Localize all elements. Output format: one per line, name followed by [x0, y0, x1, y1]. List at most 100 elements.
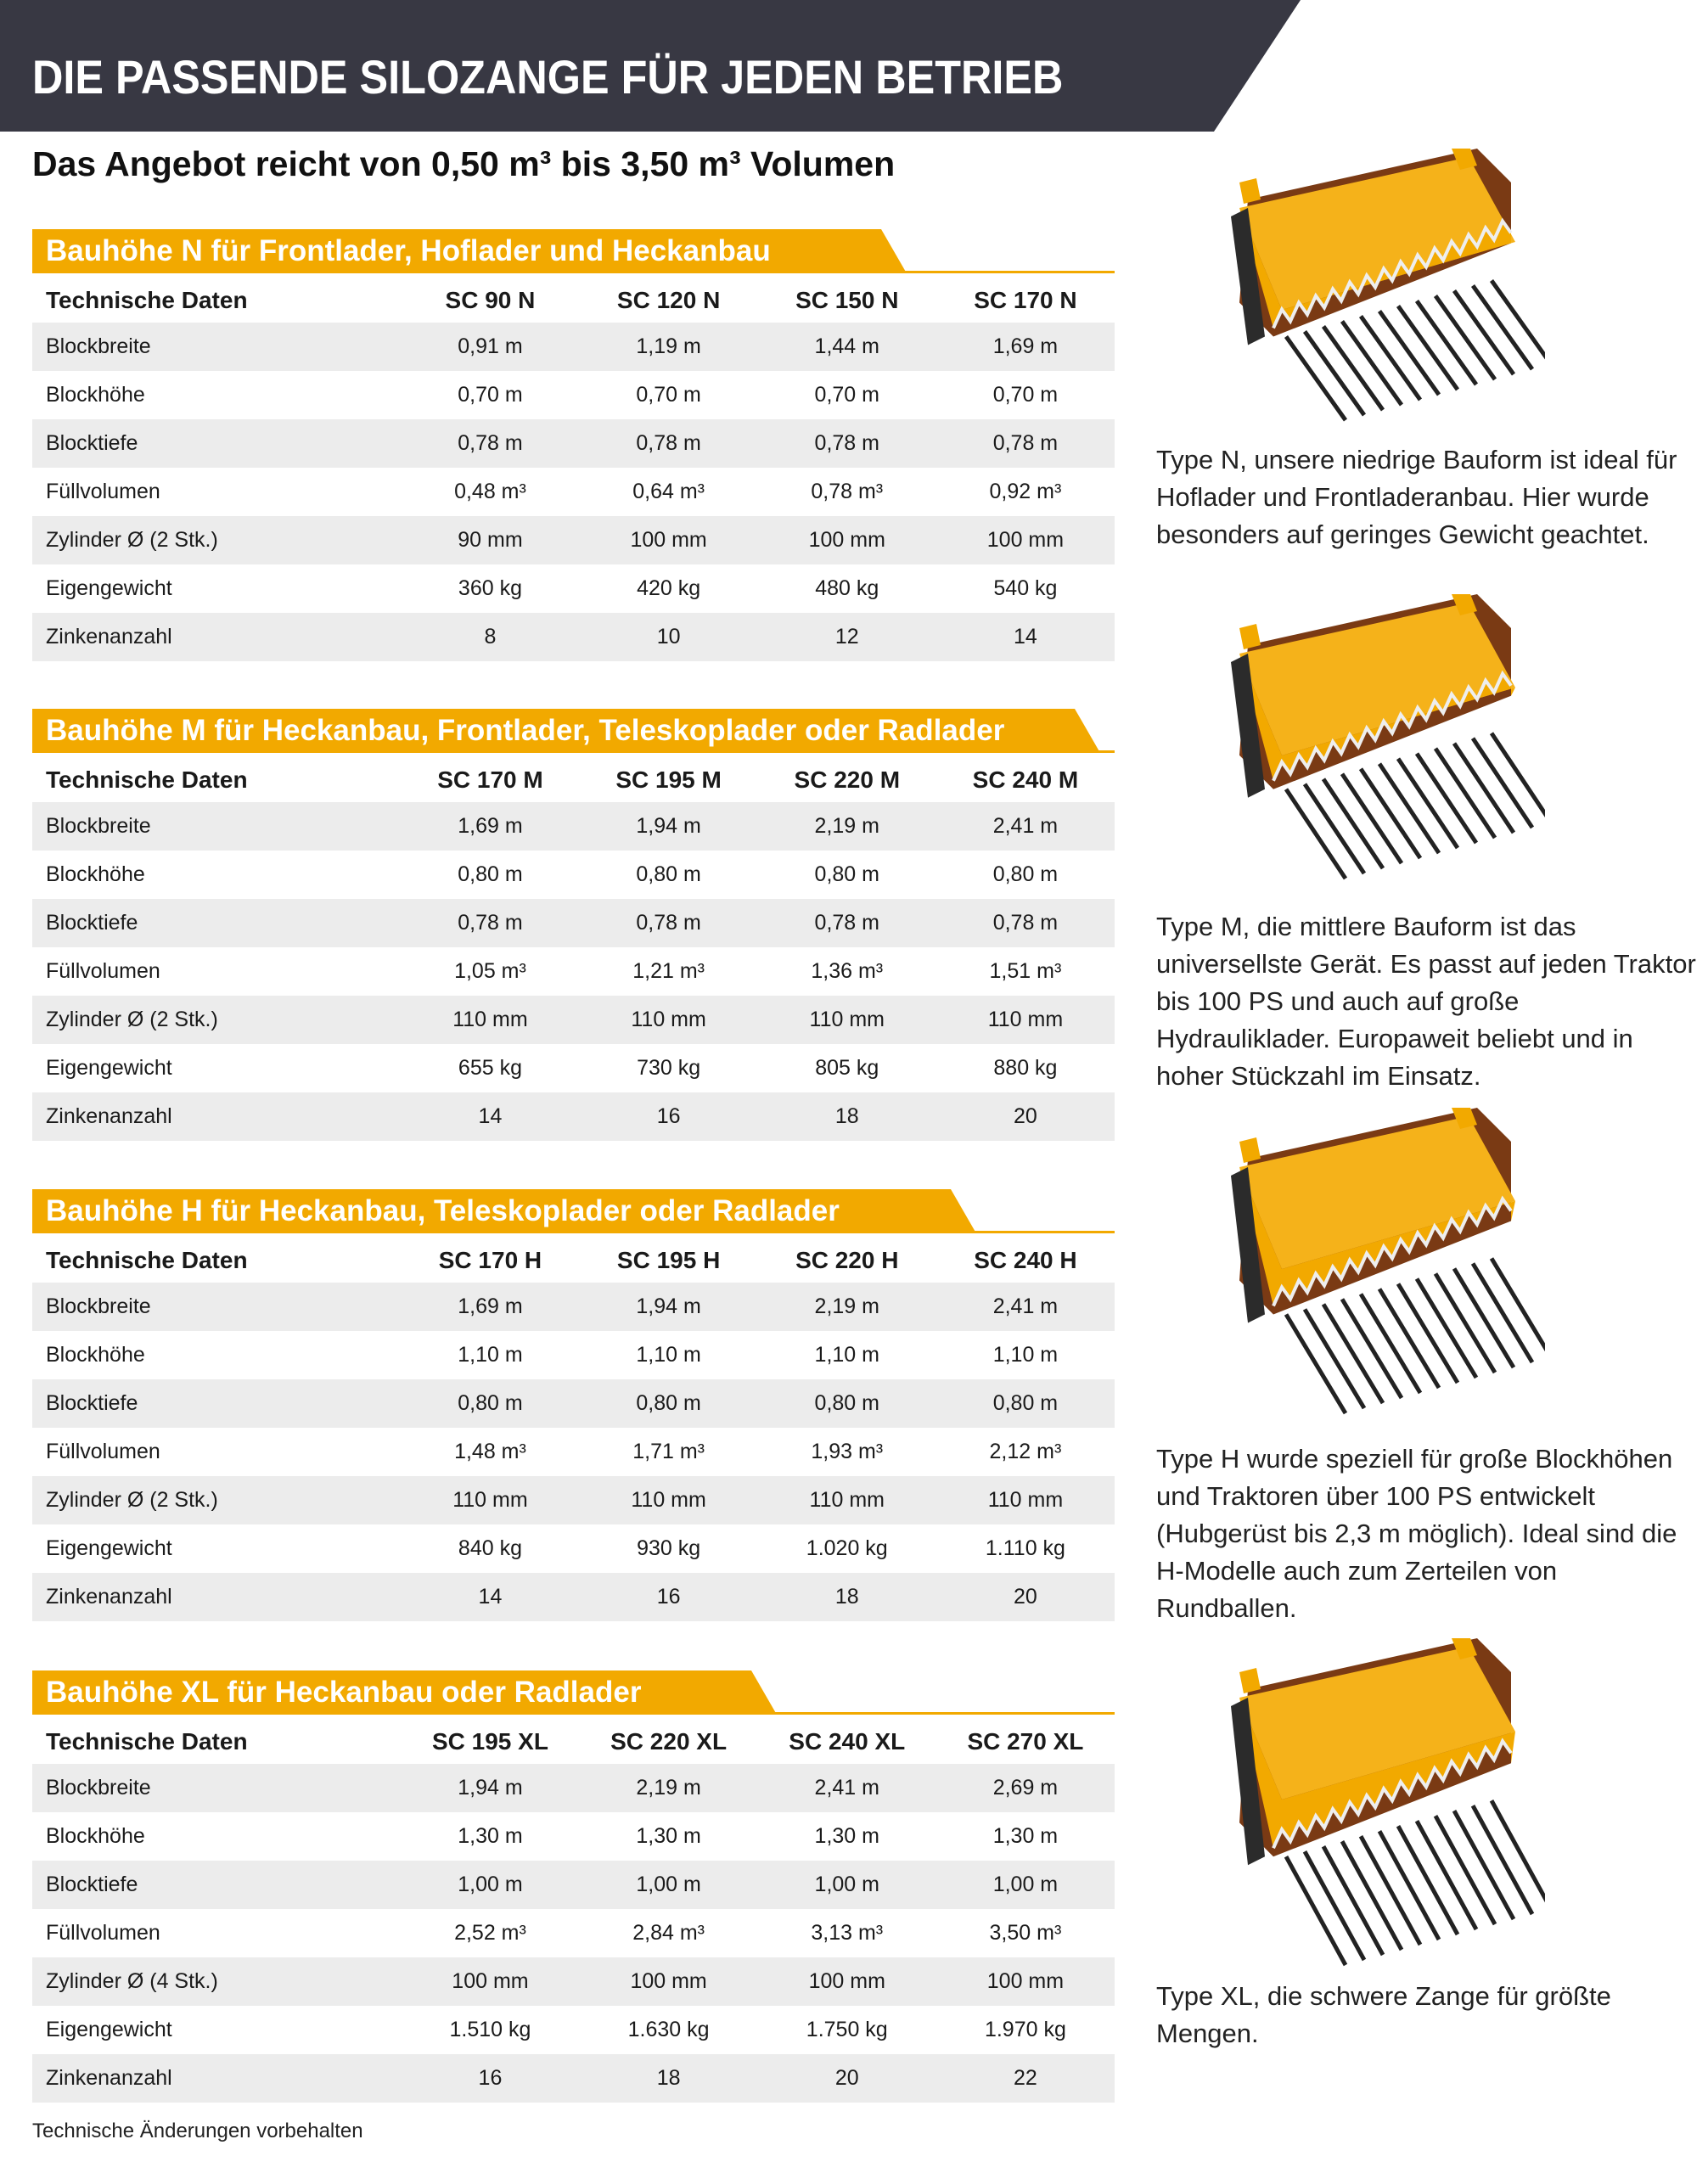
- cell-value: 0,91 m: [458, 334, 523, 358]
- cell-value: 2,52 m³: [454, 1921, 526, 1945]
- cell-value: 1,69 m: [992, 334, 1059, 358]
- spec-section-xl: Bauhöhe XL für Heckanbau oder Radlader T…: [32, 1670, 1115, 2103]
- table-row: Eigengewicht 1.510 kg 1.630 kg 1.750 kg 1.97…: [32, 2006, 1115, 2054]
- cell-value: 0,80 m: [814, 1391, 879, 1415]
- row-label: Blocktiefe: [46, 1873, 138, 1896]
- cell-value: 1,00 m: [636, 1873, 701, 1896]
- row-label: Füllvolumen: [46, 480, 160, 503]
- cell-value: 3,13 m³: [811, 1921, 884, 1945]
- column-header-model: SC 240 H: [974, 1246, 1077, 1273]
- table-row: Zylinder Ø (4 Stk.) 100 mm 100 mm 100 mm 100…: [32, 1957, 1115, 2006]
- cell-value: 0,80 m: [636, 862, 701, 886]
- table-row: Füllvolumen 0,48 m³ 0,64 m³ 0,78 m³ 0,92 m³: [32, 468, 1115, 516]
- column-header-label: Technische Daten: [46, 1727, 248, 1755]
- column-header-model: SC 240 M: [972, 766, 1079, 793]
- cell-value: 0,92 m³: [989, 480, 1062, 503]
- column-header-model: SC 195 XL: [431, 1727, 548, 1755]
- cell-value: 2,41 m: [814, 1776, 879, 1800]
- cell-value: 1.970 kg: [984, 2018, 1066, 2041]
- cell-value: 0,80 m: [458, 862, 523, 886]
- row-label: Zinkenanzahl: [46, 1585, 172, 1609]
- table-row: Blocktiefe 0,80 m 0,80 m 0,80 m 0,80 m: [32, 1379, 1115, 1428]
- cell-value: 0,48 m³: [454, 480, 526, 503]
- cell-value: 1,19 m: [636, 334, 701, 358]
- silage-cutter-type-m-image: [1222, 590, 1553, 891]
- table-row: Blockbreite 1,94 m 2,19 m 2,41 m 2,69 m: [32, 1764, 1115, 1812]
- cell-value: 110 mm: [987, 1008, 1064, 1031]
- column-header-model: SC 195 M: [615, 766, 722, 793]
- column-header-model: SC 220 H: [795, 1246, 899, 1273]
- cell-value: 0,80 m: [814, 862, 879, 886]
- cell-value: 1,30 m: [992, 1824, 1059, 1848]
- column-header-model: SC 170 M: [437, 766, 543, 793]
- cell-value: 1,10 m: [992, 1343, 1059, 1367]
- table-row: Eigengewicht 840 kg 930 kg 1.020 kg 1.110 kg: [32, 1524, 1115, 1573]
- row-label: Blockbreite: [46, 1776, 151, 1800]
- table-row: Zinkenanzahl 16 18 20 22: [32, 2054, 1115, 2103]
- cell-value: 1,30 m: [814, 1824, 879, 1848]
- cell-value: 3,50 m³: [989, 1921, 1062, 1945]
- cell-value: 0,80 m: [636, 1391, 701, 1415]
- cell-value: 1,10 m: [458, 1343, 523, 1367]
- cell-value: 880 kg: [993, 1056, 1058, 1080]
- cell-value: 16: [656, 1585, 681, 1609]
- cell-value: 1.510 kg: [449, 2018, 531, 2041]
- cell-value: 20: [1014, 1585, 1037, 1609]
- cell-value: 2,19 m: [814, 1294, 879, 1318]
- type-description: Type M, die mittlere Bauform ist das uni…: [1156, 912, 1696, 1091]
- cell-value: 0,70 m: [992, 383, 1059, 407]
- row-label: Blockbreite: [46, 1294, 151, 1318]
- header-banner: [0, 0, 1301, 132]
- section-band: [32, 1189, 976, 1233]
- table-row: Blocktiefe 0,78 m 0,78 m 0,78 m 0,78 m: [32, 899, 1115, 947]
- cell-value: 20: [1014, 1104, 1037, 1128]
- cell-value: 1,48 m³: [454, 1440, 526, 1463]
- silage-cutter-type-n-image: [1222, 144, 1553, 433]
- cell-value: 1,71 m³: [632, 1440, 705, 1463]
- cell-value: 110 mm: [809, 1008, 885, 1031]
- cell-value: 100 mm: [808, 528, 885, 552]
- row-label: Eigengewicht: [46, 576, 172, 600]
- cell-value: 1.020 kg: [806, 1536, 888, 1560]
- table-row: Blocktiefe 1,00 m 1,00 m 1,00 m 1,00 m: [32, 1861, 1115, 1909]
- type-description: Type N, unsere niedrige Bauform ist idea…: [1156, 445, 1677, 549]
- section-title: Bauhöhe XL für Heckanbau oder Radlader: [46, 1676, 642, 1709]
- table-row: Blockbreite 1,69 m 1,94 m 2,19 m 2,41 m: [32, 802, 1115, 851]
- cell-value: 10: [656, 625, 681, 649]
- cell-value: 100 mm: [986, 528, 1065, 552]
- row-label: Blockhöhe: [46, 383, 145, 407]
- cell-value: 1,69 m: [458, 814, 523, 838]
- cell-value: 1,00 m: [814, 1873, 879, 1896]
- row-label: Blocktiefe: [46, 431, 138, 455]
- cell-value: 0,70 m: [636, 383, 701, 407]
- cell-value: 0,80 m: [992, 1391, 1059, 1415]
- table-row: Zylinder Ø (2 Stk.) 110 mm 110 mm 110 mm 110…: [32, 1476, 1115, 1524]
- cell-value: 0,80 m: [458, 1391, 523, 1415]
- cell-value: 2,19 m: [814, 814, 879, 838]
- table-row: Blockbreite 1,69 m 1,94 m 2,19 m 2,41 m: [32, 1283, 1115, 1331]
- cell-value: 1,94 m: [458, 1776, 523, 1800]
- cell-value: 1,30 m: [458, 1824, 523, 1848]
- cell-value: 730 kg: [637, 1056, 701, 1080]
- row-label: Eigengewicht: [46, 1536, 172, 1560]
- column-header-label: Technische Daten: [46, 766, 248, 793]
- cell-value: 0,78 m: [458, 911, 523, 935]
- cell-value: 0,64 m³: [632, 480, 705, 503]
- row-label: Zinkenanzahl: [46, 2066, 172, 2090]
- cell-value: 2,69 m: [992, 1776, 1059, 1800]
- silage-cutter-type-h-image: [1222, 1103, 1553, 1426]
- cell-value: 930 kg: [637, 1536, 701, 1560]
- cell-value: 1,30 m: [636, 1824, 701, 1848]
- table-row: Eigengewicht 655 kg 730 kg 805 kg 880 kg: [32, 1044, 1115, 1092]
- row-label: Zylinder Ø (2 Stk.): [46, 1488, 218, 1512]
- cell-value: 0,78 m³: [811, 480, 884, 503]
- cell-value: 100 mm: [630, 528, 707, 552]
- cell-value: 2,41 m: [992, 814, 1059, 838]
- cell-value: 0,78 m: [636, 911, 701, 935]
- cell-value: 14: [1014, 625, 1037, 649]
- row-label: Blockhöhe: [46, 862, 145, 886]
- section-band: [32, 1670, 777, 1715]
- cell-value: 0,78 m: [992, 431, 1059, 455]
- row-label: Eigengewicht: [46, 1056, 172, 1080]
- cell-value: 18: [834, 1585, 859, 1609]
